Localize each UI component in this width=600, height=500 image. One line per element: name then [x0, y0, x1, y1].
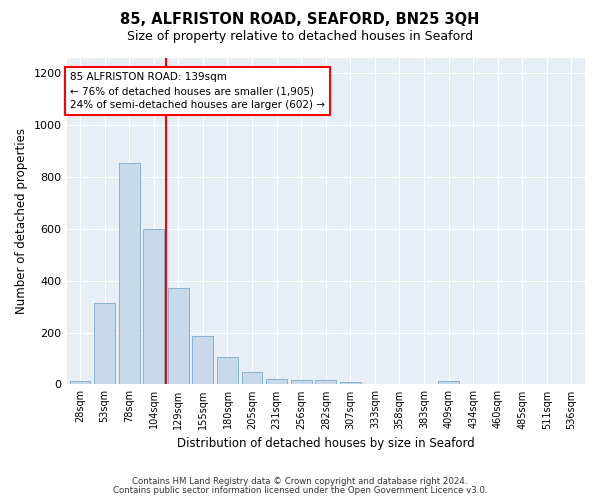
Bar — [119, 162, 140, 384]
Bar — [438, 382, 459, 384]
Bar — [143, 228, 164, 384]
Text: Contains HM Land Registry data © Crown copyright and database right 2024.: Contains HM Land Registry data © Crown c… — [132, 477, 468, 486]
Bar — [94, 302, 115, 384]
Bar — [291, 380, 311, 384]
Bar — [316, 380, 336, 384]
Bar — [340, 382, 361, 384]
Bar — [193, 336, 214, 384]
Text: Size of property relative to detached houses in Seaford: Size of property relative to detached ho… — [127, 30, 473, 43]
Y-axis label: Number of detached properties: Number of detached properties — [15, 128, 28, 314]
Bar — [70, 380, 91, 384]
Text: 85 ALFRISTON ROAD: 139sqm
← 76% of detached houses are smaller (1,905)
24% of se: 85 ALFRISTON ROAD: 139sqm ← 76% of detac… — [70, 72, 325, 110]
Bar — [217, 357, 238, 384]
Bar — [242, 372, 262, 384]
X-axis label: Distribution of detached houses by size in Seaford: Distribution of detached houses by size … — [177, 437, 475, 450]
Bar — [266, 378, 287, 384]
Text: Contains public sector information licensed under the Open Government Licence v3: Contains public sector information licen… — [113, 486, 487, 495]
Text: 85, ALFRISTON ROAD, SEAFORD, BN25 3QH: 85, ALFRISTON ROAD, SEAFORD, BN25 3QH — [121, 12, 479, 28]
Bar — [168, 288, 189, 384]
